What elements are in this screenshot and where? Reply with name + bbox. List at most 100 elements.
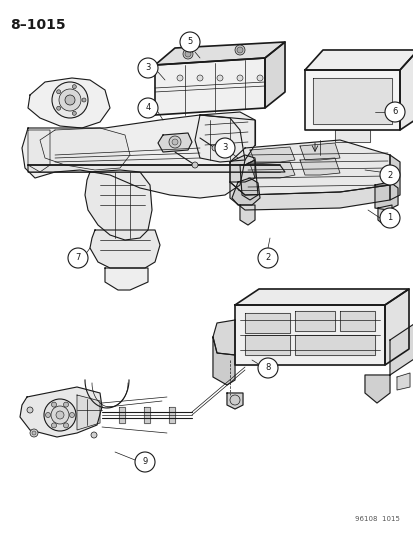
Circle shape	[257, 248, 277, 268]
Circle shape	[52, 82, 88, 118]
Polygon shape	[240, 205, 254, 225]
Polygon shape	[28, 78, 110, 128]
Circle shape	[63, 423, 68, 428]
Circle shape	[379, 165, 399, 185]
Text: 4: 4	[145, 103, 150, 112]
Circle shape	[72, 111, 76, 115]
Polygon shape	[212, 320, 235, 355]
Text: 1: 1	[387, 214, 392, 222]
Circle shape	[211, 145, 218, 151]
Text: 2: 2	[387, 171, 392, 180]
Circle shape	[30, 429, 38, 437]
Polygon shape	[85, 170, 152, 240]
Text: 3: 3	[222, 143, 227, 152]
Circle shape	[63, 402, 68, 407]
Polygon shape	[294, 311, 334, 331]
Polygon shape	[312, 78, 391, 124]
Polygon shape	[396, 373, 409, 390]
Polygon shape	[40, 128, 130, 170]
Polygon shape	[20, 387, 102, 437]
Polygon shape	[230, 155, 254, 182]
Polygon shape	[249, 147, 294, 162]
Polygon shape	[304, 50, 413, 70]
Polygon shape	[389, 324, 413, 375]
Circle shape	[51, 402, 56, 407]
Circle shape	[27, 407, 33, 413]
Polygon shape	[144, 407, 150, 423]
Polygon shape	[240, 160, 257, 200]
Text: 9: 9	[142, 457, 147, 466]
Circle shape	[185, 51, 190, 57]
Circle shape	[56, 411, 64, 419]
Polygon shape	[90, 230, 159, 268]
Polygon shape	[304, 70, 399, 130]
Circle shape	[91, 432, 97, 438]
Circle shape	[138, 58, 158, 78]
Polygon shape	[235, 289, 408, 305]
Circle shape	[69, 413, 74, 417]
Polygon shape	[299, 143, 339, 160]
Circle shape	[59, 89, 81, 111]
Circle shape	[379, 208, 399, 228]
Polygon shape	[158, 133, 192, 152]
Polygon shape	[230, 140, 389, 195]
Polygon shape	[249, 162, 294, 178]
Polygon shape	[264, 42, 284, 108]
Polygon shape	[244, 335, 289, 355]
Circle shape	[384, 102, 404, 122]
Polygon shape	[334, 130, 369, 142]
Polygon shape	[244, 313, 289, 333]
Text: 8–1015: 8–1015	[10, 18, 66, 32]
Polygon shape	[105, 268, 147, 290]
Polygon shape	[154, 42, 284, 65]
Circle shape	[216, 75, 223, 81]
Circle shape	[68, 248, 88, 268]
Text: 8: 8	[265, 364, 270, 373]
Circle shape	[138, 98, 158, 118]
Polygon shape	[119, 407, 125, 423]
Circle shape	[44, 399, 76, 431]
Polygon shape	[22, 115, 244, 198]
Text: 2: 2	[265, 254, 270, 262]
Circle shape	[51, 423, 56, 428]
Polygon shape	[195, 112, 254, 162]
Polygon shape	[226, 393, 242, 409]
Polygon shape	[294, 335, 374, 355]
Polygon shape	[169, 407, 175, 423]
Polygon shape	[230, 182, 389, 210]
Circle shape	[257, 358, 277, 378]
Polygon shape	[154, 58, 264, 115]
Circle shape	[72, 85, 76, 88]
Polygon shape	[212, 337, 235, 385]
Polygon shape	[77, 395, 100, 430]
Text: 3: 3	[145, 63, 150, 72]
Polygon shape	[299, 158, 339, 175]
Polygon shape	[231, 178, 259, 205]
Circle shape	[180, 32, 199, 52]
Circle shape	[192, 162, 197, 168]
Circle shape	[177, 75, 183, 81]
Polygon shape	[28, 165, 284, 172]
Circle shape	[236, 47, 242, 53]
Polygon shape	[399, 50, 413, 130]
Text: 6: 6	[392, 108, 397, 117]
Polygon shape	[384, 289, 408, 365]
Circle shape	[57, 106, 61, 110]
Circle shape	[214, 138, 235, 158]
Circle shape	[236, 75, 242, 81]
Text: 5: 5	[187, 37, 192, 46]
Circle shape	[32, 431, 36, 435]
Circle shape	[197, 75, 202, 81]
Polygon shape	[235, 305, 384, 365]
Polygon shape	[389, 155, 399, 200]
Circle shape	[45, 413, 50, 417]
Circle shape	[169, 136, 180, 148]
Circle shape	[82, 98, 86, 102]
Circle shape	[57, 90, 61, 94]
Circle shape	[230, 395, 240, 405]
Polygon shape	[374, 182, 397, 210]
Circle shape	[65, 95, 75, 105]
Polygon shape	[339, 311, 374, 331]
Circle shape	[256, 75, 262, 81]
Text: 7: 7	[75, 254, 81, 262]
